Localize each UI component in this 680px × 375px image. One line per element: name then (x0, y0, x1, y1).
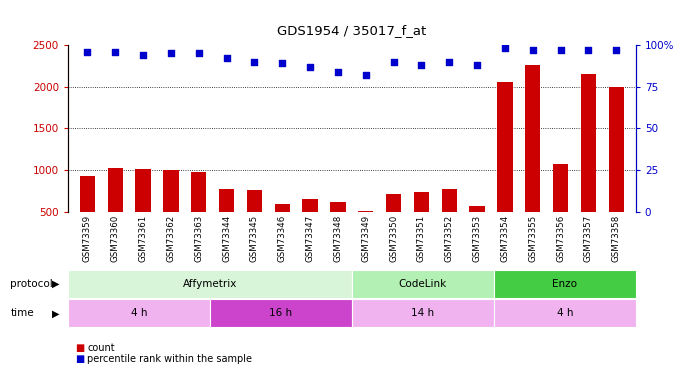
Text: GSM73359: GSM73359 (83, 215, 92, 262)
Point (416, 62, 427, 68)
Text: Affymetrix: Affymetrix (183, 279, 237, 289)
Text: GSM73356: GSM73356 (556, 215, 565, 262)
Bar (442, 189, 457, 254)
Text: percentile rank within the sample: percentile rank within the sample (87, 354, 252, 364)
Point (82, 49, 93, 55)
Text: GSM73360: GSM73360 (111, 215, 120, 262)
Text: 4 h: 4 h (556, 308, 573, 318)
Text: GSM73344: GSM73344 (222, 215, 231, 262)
Bar (247, 190, 262, 254)
Text: GSM73346: GSM73346 (278, 215, 287, 262)
Point (444, 58, 455, 64)
Text: ■: ■ (75, 354, 84, 364)
Text: 4 h: 4 h (131, 308, 148, 318)
Text: GDS1954 / 35017_f_at: GDS1954 / 35017_f_at (277, 24, 426, 38)
Bar (386, 194, 401, 254)
Text: ▶: ▶ (52, 279, 60, 289)
Bar (80, 176, 95, 254)
Text: count: count (87, 343, 115, 353)
Bar (303, 200, 318, 254)
Bar (358, 211, 373, 254)
Text: GSM73348: GSM73348 (333, 215, 343, 262)
Text: GSM73353: GSM73353 (473, 215, 481, 262)
Text: CodeLink: CodeLink (398, 279, 447, 289)
Point (249, 58, 260, 64)
Point (305, 64, 316, 70)
Point (277, 60, 288, 66)
Point (110, 49, 121, 55)
Text: Enzo: Enzo (552, 279, 577, 289)
Bar (525, 65, 541, 254)
Bar (352, 270, 494, 298)
Point (221, 56, 232, 62)
Bar (219, 189, 235, 254)
Text: GSM73357: GSM73357 (584, 215, 593, 262)
Bar (191, 172, 207, 254)
Bar (68, 299, 210, 327)
Text: 16 h: 16 h (269, 308, 292, 318)
Point (388, 58, 399, 64)
Bar (581, 74, 596, 254)
Text: time: time (10, 308, 34, 318)
Text: protocol: protocol (10, 279, 53, 289)
Text: GSM73345: GSM73345 (250, 215, 259, 262)
Text: GSM73362: GSM73362 (167, 215, 175, 262)
Text: GSM73361: GSM73361 (139, 215, 148, 262)
Text: GSM73355: GSM73355 (528, 215, 537, 262)
Bar (352, 299, 494, 327)
Bar (553, 164, 568, 254)
Point (500, 45, 511, 51)
Bar (275, 204, 290, 254)
Point (193, 50, 204, 56)
Text: GSM73351: GSM73351 (417, 215, 426, 262)
Bar (494, 299, 636, 327)
Point (360, 72, 371, 78)
Text: ■: ■ (75, 343, 84, 353)
Bar (68, 270, 352, 298)
Point (165, 50, 176, 56)
Bar (107, 168, 123, 254)
Text: GSM73354: GSM73354 (500, 215, 509, 262)
Point (333, 69, 343, 75)
Point (611, 47, 622, 53)
Bar (414, 192, 429, 254)
Point (472, 62, 483, 68)
Text: ▶: ▶ (52, 308, 60, 318)
Point (528, 47, 539, 53)
Text: GSM73350: GSM73350 (389, 215, 398, 262)
Text: GSM73349: GSM73349 (361, 215, 371, 262)
Text: 14 h: 14 h (411, 308, 435, 318)
Point (555, 47, 566, 53)
Bar (609, 87, 624, 254)
Text: GSM73352: GSM73352 (445, 215, 454, 262)
Bar (494, 270, 636, 298)
Bar (497, 82, 513, 254)
Text: GSM73347: GSM73347 (305, 215, 315, 262)
Bar (135, 170, 151, 254)
Point (583, 47, 594, 53)
Bar (469, 207, 485, 254)
Point (138, 52, 149, 58)
Bar (330, 202, 345, 254)
Bar (210, 299, 352, 327)
Text: GSM73363: GSM73363 (194, 215, 203, 262)
Bar (163, 170, 179, 254)
Text: GSM73358: GSM73358 (612, 215, 621, 262)
